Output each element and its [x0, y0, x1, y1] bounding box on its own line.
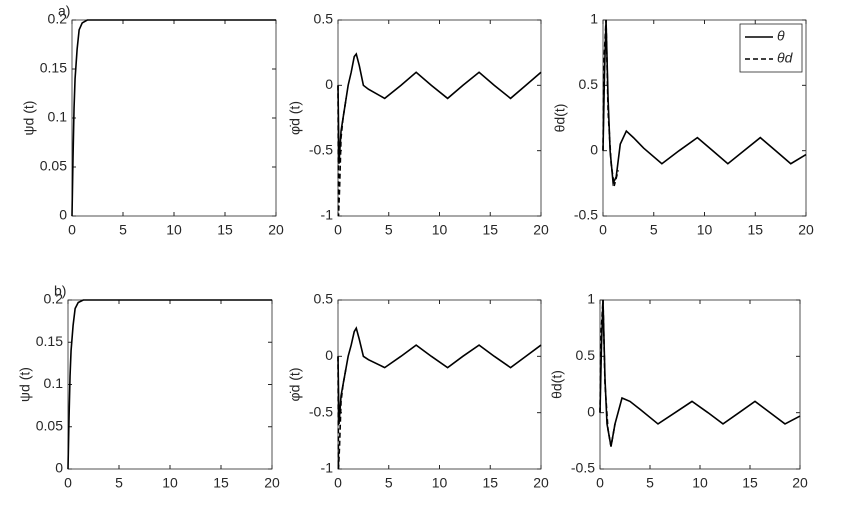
y-tick-label: 0.1 [48, 109, 68, 125]
legend-box [739, 23, 803, 73]
x-tick-label: 20 [264, 475, 280, 491]
x-tick-label: 0 [599, 222, 607, 238]
y-tick-label: 0.5 [314, 11, 334, 27]
line-series [599, 299, 616, 447]
x-tick-label: 5 [650, 222, 658, 238]
x-tick-label: 20 [792, 475, 808, 491]
y-tick-label: 1 [590, 11, 598, 27]
x-tick-label: 15 [747, 222, 763, 238]
y-tick-label: -0.5 [309, 403, 333, 419]
y-axis-label: ψd (t) [21, 101, 37, 136]
x-tick-label: 10 [692, 475, 708, 491]
x-tick-label: 5 [646, 475, 654, 491]
x-tick-label: 20 [268, 222, 284, 238]
y-tick-label: 0.15 [40, 60, 67, 76]
y-tick-label: 0 [325, 76, 333, 92]
line-series [602, 19, 619, 187]
y-tick-label: -0.5 [574, 207, 598, 223]
y-tick-label: 0.05 [36, 417, 63, 433]
legend-label: θd [777, 50, 794, 66]
x-tick-label: 10 [432, 475, 448, 491]
x-tick-label: 20 [798, 222, 814, 238]
x-tick-label: 5 [385, 475, 393, 491]
y-tick-label: 0 [590, 141, 598, 157]
x-tick-label: 15 [213, 475, 229, 491]
y-tick-label: 0.1 [44, 375, 64, 391]
x-tick-label: 0 [64, 475, 72, 491]
y-tick-label: 0.5 [314, 291, 334, 307]
legend-label: θ [777, 28, 785, 44]
x-tick-label: 5 [119, 222, 127, 238]
x-tick-label: 20 [533, 222, 549, 238]
x-tick-label: 0 [596, 475, 604, 491]
line-series [337, 85, 347, 217]
y-tick-label: 0.05 [40, 158, 67, 174]
axes-box [337, 19, 542, 217]
axes-box [67, 299, 273, 470]
x-tick-label: 5 [115, 475, 123, 491]
x-tick-label: 5 [385, 222, 393, 238]
x-tick-label: 0 [334, 475, 342, 491]
y-tick-label: -1 [321, 207, 334, 223]
x-tick-label: 15 [217, 222, 233, 238]
panel-label: a) [58, 3, 70, 19]
y-axis-label: θd(t) [549, 370, 565, 399]
x-tick-label: 10 [432, 222, 448, 238]
x-tick-label: 0 [68, 222, 76, 238]
x-tick-label: 10 [166, 222, 182, 238]
y-tick-label: 0 [59, 207, 67, 223]
y-axis-label: θd(t) [552, 104, 568, 133]
y-axis-label: φ̇d (t) [287, 101, 303, 135]
line-series [599, 299, 801, 447]
line-series [67, 299, 272, 470]
y-tick-label: -0.5 [571, 460, 595, 476]
y-tick-label: 0.2 [48, 11, 68, 27]
y-tick-label: -0.5 [309, 141, 333, 157]
y-tick-label: -1 [321, 460, 334, 476]
y-tick-label: 0 [587, 403, 595, 419]
panel-label: b) [54, 283, 66, 299]
x-tick-label: 10 [162, 475, 178, 491]
x-tick-label: 15 [482, 475, 498, 491]
line-series [337, 52, 542, 164]
y-tick-label: 0 [325, 347, 333, 363]
y-tick-label: 0.5 [579, 76, 599, 92]
line-series [337, 356, 347, 470]
axes-box [71, 19, 277, 217]
y-tick-label: 1 [587, 291, 595, 307]
line-series [337, 326, 542, 424]
axes-box [599, 299, 801, 470]
y-axis-label: φ̇d (t) [287, 368, 303, 402]
x-tick-label: 15 [482, 222, 498, 238]
line-series [71, 19, 276, 217]
y-tick-label: 0.2 [44, 291, 64, 307]
x-tick-label: 15 [742, 475, 758, 491]
y-tick-label: 0 [55, 460, 63, 476]
axes-box [337, 299, 542, 470]
y-tick-label: 0.15 [36, 333, 63, 349]
x-tick-label: 0 [334, 222, 342, 238]
x-tick-label: 20 [533, 475, 549, 491]
y-axis-label: ψd (t) [17, 367, 33, 402]
y-tick-label: 0.5 [576, 347, 596, 363]
x-tick-label: 10 [697, 222, 713, 238]
